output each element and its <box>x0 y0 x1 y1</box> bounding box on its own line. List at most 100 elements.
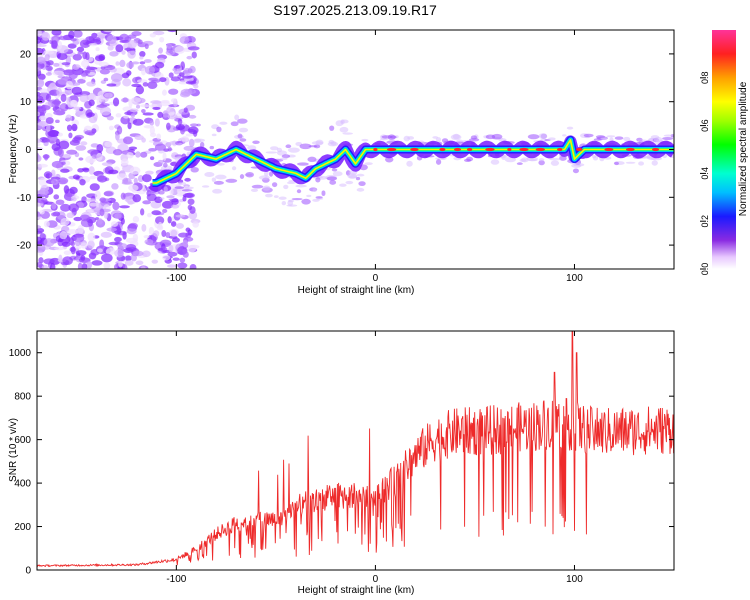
y-tick-label: 200 <box>14 522 31 533</box>
spectrogram-cell <box>239 138 247 142</box>
spectrogram-cell <box>381 135 393 139</box>
spectrogram-cell <box>56 40 63 50</box>
spectrogram-cell <box>538 160 545 166</box>
spectrogram-cell <box>179 36 190 45</box>
spectrogram-cell <box>57 132 63 137</box>
spectrogram-cell <box>42 50 55 55</box>
spectrogram-cell <box>75 250 87 256</box>
spectrogram-cell <box>37 142 41 147</box>
spectrogram-cell <box>116 125 123 135</box>
spectrogram-cell <box>213 180 224 185</box>
spectrogram-cell <box>178 232 189 238</box>
spectrogram-cell <box>41 31 51 41</box>
spectrogram-cell <box>135 104 141 109</box>
spectrogram-cell <box>162 208 168 214</box>
spectrogram-peak <box>535 147 545 152</box>
spectrogram-cell <box>572 168 579 174</box>
spectrogram-cell <box>43 171 53 179</box>
spectrogram-cell <box>171 204 180 209</box>
spectrogram-cell <box>128 222 138 229</box>
spectrogram-cell <box>60 168 70 173</box>
spectrogram-cell <box>65 80 73 90</box>
spectrogram-cell <box>87 240 95 249</box>
spectrogram-peak <box>625 147 635 152</box>
spectrogram-cell <box>285 144 292 149</box>
spectrogram-cell <box>112 97 120 107</box>
spectrogram-cell <box>59 104 66 109</box>
spectrogram-cell <box>38 177 48 187</box>
spectrogram-peak <box>410 147 419 152</box>
spectrogram-cell <box>142 112 154 116</box>
spectrogram-cell <box>85 198 97 202</box>
spectrogram-cell <box>121 50 126 55</box>
spectrogram-peak <box>386 147 397 152</box>
spectrogram-cell <box>95 152 103 161</box>
spectrogram-cell <box>139 50 146 58</box>
spectrogram-cell <box>37 56 46 64</box>
spectrogram-cell <box>80 242 88 249</box>
spectrogram-cell <box>37 230 43 235</box>
spectrogram-cell <box>190 166 199 173</box>
spectrogram-cell <box>538 158 545 162</box>
spectrogram-cell <box>115 44 124 53</box>
spectrogram-cell <box>126 61 135 69</box>
spectrogram-cell <box>313 144 321 149</box>
spectrogram-cell <box>46 124 51 132</box>
spectrogram-cell <box>470 135 478 140</box>
spectrogram-cell <box>364 162 373 166</box>
spectrogram-cell <box>143 234 150 239</box>
spectrogram-cell <box>72 53 83 61</box>
spectrogram-cell <box>119 59 126 68</box>
spectrogram-cell <box>37 73 46 81</box>
spectrogram-cell <box>97 218 103 225</box>
spectrogram-cell <box>150 100 162 104</box>
spectrogram-cell <box>127 34 137 39</box>
spectrogram-cell <box>79 214 91 222</box>
spectrogram-cell <box>43 138 51 143</box>
spectrogram-cell <box>120 217 125 225</box>
spectrogram-cell <box>53 98 60 108</box>
spectrogram-cell <box>291 197 303 201</box>
spectrogram-cell <box>281 200 287 206</box>
spectrogram-cell <box>168 88 179 95</box>
spectrogram-cell <box>161 230 167 238</box>
spectrogram-cell <box>99 197 107 203</box>
spectrogram-cell <box>148 147 157 152</box>
y-tick-label: 10 <box>20 97 32 108</box>
spectrogram-cell <box>99 239 105 249</box>
spectrogram-cell <box>37 163 48 168</box>
spectrogram-cell <box>149 156 155 161</box>
spectrogram-cell <box>110 221 119 227</box>
spectrogram-cell <box>96 143 104 153</box>
spectrogram-cell <box>385 156 394 163</box>
spectrogram-cell <box>146 193 157 202</box>
spectrogram-cell <box>67 43 77 49</box>
spectrogram-cell <box>86 65 91 74</box>
spectrogram-cell <box>188 126 199 135</box>
y-tick-label: 0 <box>25 145 31 156</box>
spectrogram-cell <box>128 99 133 108</box>
spectrogram-cell <box>135 260 144 266</box>
spectrogram-cell <box>157 159 164 165</box>
spectrogram-cell <box>43 238 55 247</box>
spectrogram-cell <box>37 78 45 88</box>
spectrogram-cell <box>115 132 120 141</box>
spectrogram-cell <box>79 178 86 186</box>
spectrogram-cell <box>183 67 192 76</box>
spectrogram-cell <box>177 262 188 269</box>
y-tick-label: -10 <box>17 193 32 204</box>
spectrogram-cell <box>307 156 317 162</box>
spectrogram-cell <box>104 92 113 98</box>
spectrogram-cell <box>142 82 149 87</box>
colorbar <box>712 30 736 269</box>
spectrogram-cell <box>99 208 105 217</box>
spectrogram-cell <box>250 188 259 192</box>
spectrogram-peak <box>556 147 563 152</box>
spectrogram-cell <box>77 78 86 84</box>
spectrogram-cell <box>147 81 158 90</box>
spectrogram-cell <box>181 136 189 142</box>
spectrogram-cell <box>140 104 151 108</box>
spectrogram-cell <box>519 158 527 163</box>
spectrogram-cell <box>188 114 197 119</box>
spectrogram-cell <box>252 140 260 144</box>
